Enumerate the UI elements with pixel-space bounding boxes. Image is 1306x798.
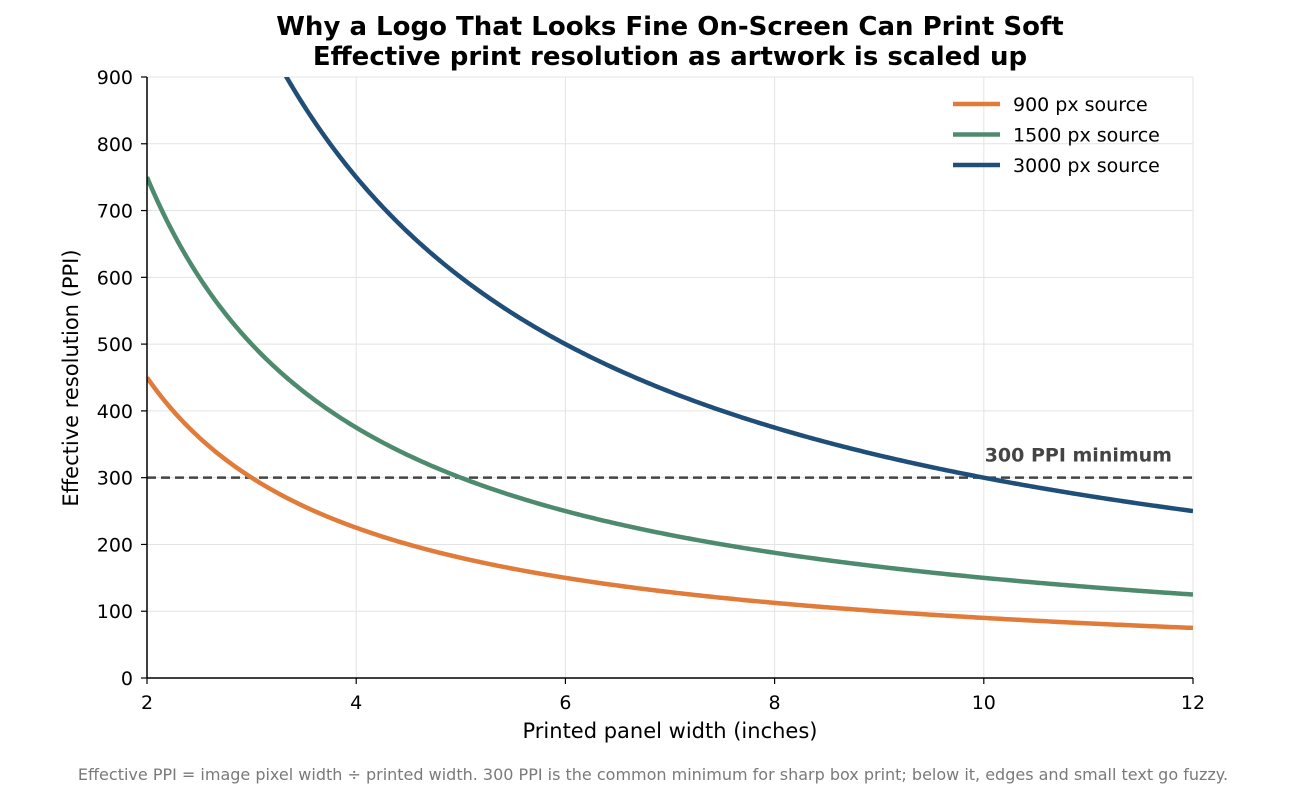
series-layer bbox=[147, 77, 1193, 631]
x-tick-label: 4 bbox=[350, 692, 362, 714]
x-tick-label: 2 bbox=[141, 692, 153, 714]
series-line bbox=[283, 77, 1193, 514]
threshold: 300 PPI minimum bbox=[147, 445, 1193, 479]
y-axis-label: Effective resolution (PPI) bbox=[59, 249, 83, 506]
y-tick-label: 700 bbox=[97, 201, 133, 223]
axes bbox=[146, 77, 1193, 679]
y-tick-label: 400 bbox=[97, 401, 133, 423]
y-tick-label: 300 bbox=[97, 468, 133, 490]
y-tick-label: 200 bbox=[97, 534, 133, 556]
y-tick-label: 0 bbox=[121, 668, 133, 690]
legend-label: 1500 px source bbox=[1013, 125, 1160, 147]
threshold-label: 300 PPI minimum bbox=[985, 445, 1172, 467]
series-line bbox=[147, 376, 1193, 631]
ticks: 2 4 6 8 10 12 0 100 200 300 400 500 600 700 800 900 bbox=[97, 67, 1205, 714]
legend-label: 900 px source bbox=[1013, 94, 1148, 116]
y-tick-label: 100 bbox=[97, 601, 133, 623]
x-tick-label: 8 bbox=[769, 692, 781, 714]
grid bbox=[147, 76, 1194, 678]
y-tick-label: 600 bbox=[97, 267, 133, 289]
x-axis-label: Printed panel width (inches) bbox=[523, 719, 818, 743]
chart-subtitle: Effective print resolution as artwork is… bbox=[313, 42, 1027, 72]
chart-title: Why a Logo That Looks Fine On-Screen Can… bbox=[276, 12, 1063, 42]
y-tick-label: 900 bbox=[97, 67, 133, 89]
footnote: Effective PPI = image pixel width ÷ prin… bbox=[78, 765, 1228, 784]
x-tick-label: 12 bbox=[1181, 692, 1205, 714]
legend: 900 px source 1500 px source 3000 px sourc… bbox=[953, 94, 1160, 177]
x-tick-label: 10 bbox=[972, 692, 996, 714]
legend-label: 3000 px source bbox=[1013, 155, 1160, 177]
x-tick-label: 6 bbox=[559, 692, 571, 714]
y-tick-label: 800 bbox=[97, 134, 133, 156]
y-tick-label: 500 bbox=[97, 334, 133, 356]
series-line bbox=[147, 176, 1193, 597]
